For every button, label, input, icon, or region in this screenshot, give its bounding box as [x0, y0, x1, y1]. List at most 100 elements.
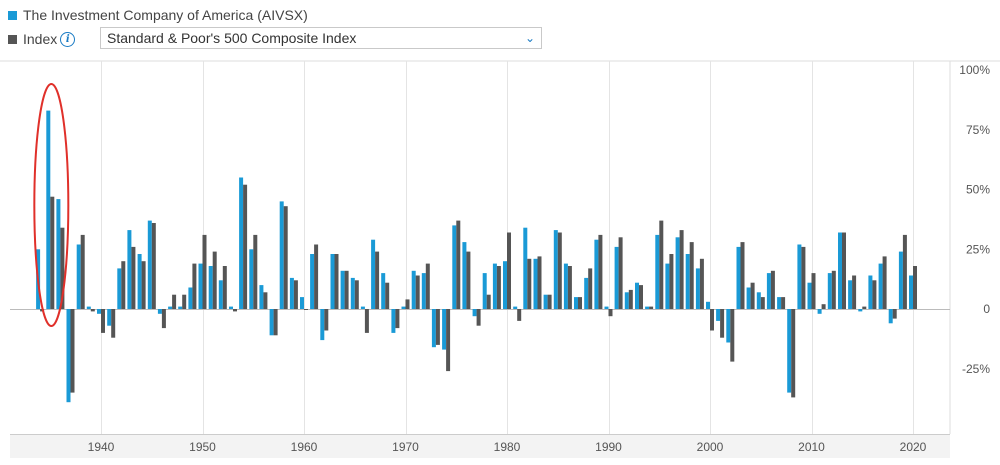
- fund-bar-1962: [320, 309, 325, 341]
- index-bar-1976: [466, 251, 471, 309]
- index-bar-1975: [456, 220, 461, 309]
- index-bar-1978: [486, 294, 491, 309]
- index-bar-1945: [151, 223, 156, 309]
- fund-bar-2017: [878, 263, 883, 309]
- fund-bar-1942: [117, 268, 122, 309]
- legend-index: Index i: [8, 28, 308, 50]
- index-bar-1983: [537, 256, 542, 309]
- y-tick-label-0: 100%: [959, 63, 990, 77]
- index-bar-1936: [60, 227, 65, 309]
- fund-bar-1977: [472, 309, 477, 317]
- index-bar-1996: [669, 254, 674, 309]
- index-bar-1994: [649, 306, 654, 309]
- index-bar-1973: [435, 309, 440, 345]
- fund-bar-2005: [756, 292, 761, 309]
- fund-bar-1989: [594, 239, 599, 309]
- fund-bar-1999: [695, 268, 700, 309]
- index-bar-2003: [740, 242, 745, 309]
- index-bar-1971: [415, 275, 420, 309]
- x-tick-label-2010: 2010: [798, 440, 825, 454]
- index-swatch: [8, 34, 17, 44]
- fund-bar-1978: [482, 273, 487, 309]
- y-tick-label-3: 25%: [966, 242, 990, 256]
- index-select-value: Standard & Poor's 500 Composite Index: [107, 30, 357, 46]
- index-bar-2006: [770, 270, 775, 309]
- index-bar-1963: [334, 254, 339, 309]
- fund-bar-1955: [249, 249, 254, 310]
- fund-bar-1952: [218, 280, 223, 309]
- fund-bar-1995: [655, 234, 660, 309]
- fund-bar-1988: [584, 277, 589, 309]
- fund-bar-1944: [137, 254, 142, 309]
- index-bar-1943: [131, 246, 136, 309]
- fund-bar-1979: [492, 263, 497, 309]
- fund-bar-1998: [685, 254, 690, 309]
- chevron-down-icon: ⌄: [524, 31, 535, 45]
- fund-bar-1996: [665, 263, 670, 309]
- x-tick-label-1980: 1980: [494, 440, 521, 454]
- index-bar-1984: [547, 294, 552, 309]
- index-bar-2007: [781, 297, 786, 309]
- fund-bar-1982: [523, 227, 528, 309]
- index-bar-2017: [882, 256, 887, 309]
- x-tick-label-1970: 1970: [392, 440, 419, 454]
- highlight-ellipse: [33, 83, 70, 327]
- index-select[interactable]: Standard & Poor's 500 Composite Index ⌄: [100, 27, 542, 49]
- index-bar-1941: [111, 309, 116, 338]
- index-bar-1944: [141, 261, 146, 309]
- index-bar-2016: [872, 280, 877, 309]
- fund-bar-2012: [827, 273, 832, 309]
- index-bar-1937: [70, 309, 75, 393]
- index-bar-2008: [791, 309, 796, 398]
- y-tick-label-5: -25%: [962, 362, 990, 376]
- info-icon[interactable]: i: [60, 31, 76, 47]
- fund-bar-1975: [452, 225, 457, 309]
- fund-bar-1943: [127, 230, 132, 309]
- index-bar-1960: [304, 309, 308, 310]
- fund-bar-1963: [330, 254, 335, 309]
- fund-swatch: [8, 10, 17, 20]
- index-bar-1935: [50, 196, 55, 309]
- fund-bar-1954: [239, 177, 244, 309]
- fund-bar-1993: [635, 282, 639, 309]
- fund-bar-1965: [350, 277, 355, 309]
- index-bar-2019: [902, 234, 907, 309]
- fund-bar-1970: [401, 306, 406, 309]
- index-bar-2004: [750, 282, 755, 309]
- legend-fund-label: The Investment Company of America (AIVSX…: [23, 7, 308, 23]
- index-bar-1988: [588, 268, 593, 309]
- fund-bar-2016: [868, 275, 873, 309]
- fund-bar-2010: [807, 282, 812, 309]
- index-bar-1939: [90, 309, 95, 312]
- index-bar-1985: [557, 232, 562, 309]
- fund-bar-2003: [736, 246, 741, 309]
- index-bar-1953: [233, 309, 237, 312]
- fund-bar-1947: [168, 306, 173, 309]
- fund-bar-1981: [513, 306, 518, 309]
- index-bar-1972: [425, 263, 430, 309]
- fund-bar-2011: [817, 309, 822, 314]
- x-tick-label-1940: 1940: [88, 440, 115, 454]
- fund-bar-2019: [898, 251, 903, 309]
- index-bar-1993: [639, 285, 643, 309]
- index-bar-1955: [253, 234, 258, 309]
- index-bar-1970: [405, 299, 410, 309]
- index-bar-2005: [760, 297, 765, 309]
- x-tick-label-2000: 2000: [697, 440, 724, 454]
- legend: The Investment Company of America (AIVSX…: [8, 4, 308, 50]
- index-bar-1966: [364, 309, 369, 333]
- fund-bar-1983: [533, 258, 538, 309]
- x-axis-band: [10, 434, 950, 458]
- index-bar-1948: [182, 294, 187, 309]
- fund-bar-1984: [543, 294, 548, 309]
- fund-bar-1935: [46, 110, 51, 309]
- index-bar-2011: [821, 304, 826, 309]
- x-tick-label-1960: 1960: [291, 440, 318, 454]
- index-bar-1957: [273, 309, 278, 336]
- fund-bar-2009: [797, 244, 802, 309]
- index-bar-2000: [710, 309, 714, 331]
- index-bar-1980: [507, 232, 511, 309]
- fund-bar-1957: [269, 309, 274, 336]
- index-bar-1940: [101, 309, 105, 333]
- fund-bar-1973: [431, 309, 436, 348]
